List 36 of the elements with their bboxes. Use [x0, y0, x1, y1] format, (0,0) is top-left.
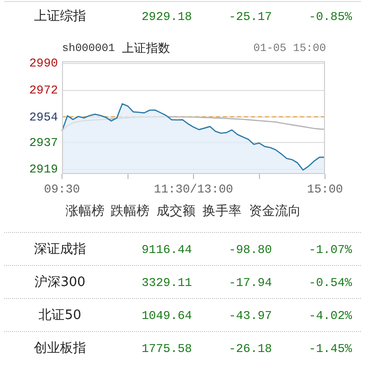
text: -0.54%	[308, 276, 352, 290]
text: 1049.64	[142, 309, 192, 323]
text: 3329.11	[142, 276, 192, 290]
text: 换手率	[202, 204, 242, 219]
x-tick-label: 09:30	[44, 182, 80, 196]
text: 资金流向	[249, 204, 301, 219]
text: -43.97	[228, 309, 272, 323]
text: 9116.44	[142, 243, 192, 257]
text: 1775.58	[142, 342, 192, 356]
y-tick-label: 2937	[29, 136, 58, 150]
x-tick-label: 15:00	[306, 182, 344, 196]
text: -0.85%	[308, 10, 352, 24]
text: -1.45%	[308, 342, 352, 356]
text: 成交额	[156, 204, 196, 219]
y-tick-label: 2919	[29, 162, 58, 177]
text: -4.02%	[308, 309, 352, 323]
chart-title: 上证指数	[122, 41, 170, 55]
text: -17.94	[228, 276, 272, 290]
text: -25.17	[228, 10, 272, 24]
text: 创业板指	[34, 341, 86, 356]
text: -98.80	[228, 243, 272, 257]
y-tick-label: 2954	[29, 110, 58, 124]
text: -26.18	[228, 342, 272, 356]
text: 深证成指	[34, 242, 86, 257]
text: 沪深300	[34, 275, 86, 290]
text: sh000001	[62, 42, 115, 56]
text: 跌幅榜	[110, 204, 150, 219]
y-tick-label: 2972	[29, 84, 58, 98]
y-tick-label: 2990	[29, 56, 58, 71]
text: 01-05 15:00	[253, 42, 326, 56]
text: 2929.18	[142, 10, 192, 24]
text: 涨幅榜	[66, 204, 104, 219]
text: 上证综指	[34, 9, 86, 24]
text: 北证50	[38, 308, 82, 323]
text: -1.07%	[308, 243, 352, 257]
x-tick-label: 11:30/13:00	[154, 182, 234, 196]
